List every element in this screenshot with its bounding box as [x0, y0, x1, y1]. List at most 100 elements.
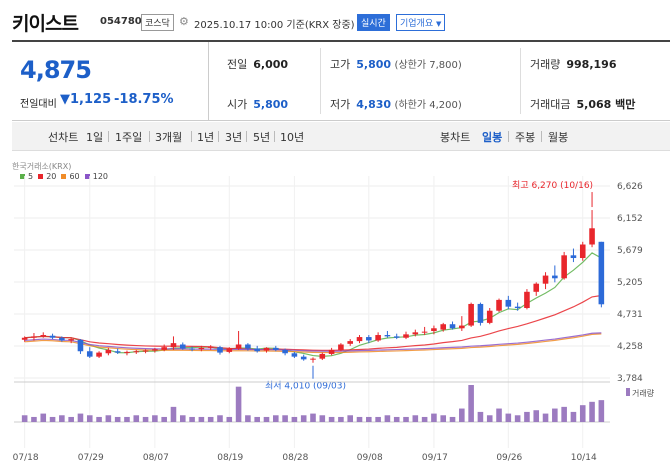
volume-bar — [561, 406, 567, 422]
tab-separator — [246, 131, 247, 142]
candle-body — [533, 283, 540, 292]
stat-prev: 전일 6,000 — [227, 56, 288, 72]
x-tick-label: 07/29 — [78, 453, 104, 463]
tab-weekly[interactable]: 주봉 — [515, 131, 536, 144]
candle-body — [486, 310, 493, 323]
stat-low-value: 4,830 — [356, 98, 392, 111]
tab-1y[interactable]: 1년 — [197, 131, 215, 144]
candle-body — [133, 351, 140, 353]
candle-body — [235, 344, 242, 349]
datetime-label: 2025.10.17 10:00 기준(KRX 장중) — [194, 20, 355, 31]
volume-bar — [505, 413, 512, 422]
candle-body — [366, 337, 372, 341]
candle-body — [347, 341, 353, 344]
candle-body — [161, 347, 167, 350]
volume-legend-swatch — [626, 388, 630, 396]
high-annotation: 최고 6,270 (10/16) — [512, 180, 593, 191]
tab-daily[interactable]: 일봉 — [482, 131, 503, 144]
volume-bar — [263, 416, 270, 422]
volume-bar — [468, 385, 474, 422]
stat-low: 저가 4,830 (하한가 4,200) — [330, 96, 462, 112]
low-annotation: 최저 4,010 (09/03) — [265, 381, 346, 392]
candle-body — [542, 275, 549, 284]
stat-volume-value: 998,196 — [566, 58, 617, 71]
stat-open-value: 5,800 — [253, 98, 289, 111]
candle-body — [217, 347, 223, 353]
x-tick-label: 07/18 — [13, 453, 39, 463]
volume-bar — [114, 416, 121, 422]
candle-body — [552, 275, 558, 279]
volume-bar — [393, 416, 400, 422]
stat-volume: 거래량 998,196 — [530, 56, 616, 72]
candle-body — [245, 344, 251, 349]
tab-3y[interactable]: 3년 — [225, 131, 243, 144]
tab-separator — [108, 131, 109, 142]
change-label: 전일대비 — [20, 99, 57, 110]
volume-bar — [449, 416, 456, 422]
candle-body — [440, 324, 447, 330]
stat-open: 시가 5,800 — [227, 96, 288, 112]
change-percent: -18.75% — [114, 92, 174, 107]
candle-body — [198, 347, 205, 350]
tab-1w[interactable]: 1주일 — [115, 131, 143, 144]
candle-body — [207, 346, 214, 348]
candle-body — [254, 348, 260, 352]
volume-bar — [142, 416, 149, 422]
divider — [320, 48, 321, 114]
down-arrow-icon: ▼ — [60, 92, 70, 107]
volume-bar — [384, 415, 391, 422]
company-info-dropdown[interactable]: 기업개요 ▼ — [396, 14, 446, 31]
candle-body — [477, 303, 484, 323]
y-tick-label: 3,784 — [617, 374, 643, 384]
volume-bar — [198, 416, 205, 422]
stat-high-value: 5,800 — [356, 58, 392, 71]
gear-icon[interactable]: ⚙ — [179, 15, 189, 28]
volume-bar — [552, 408, 558, 422]
tab-separator — [274, 131, 275, 142]
volume-bar — [235, 386, 242, 422]
chart-period-tabs: 선차트 1일 1주일 3개월 1년 3년 5년 10년 봉차트 일봉 주봉 월봉 — [12, 122, 670, 151]
volume-bar — [542, 413, 549, 422]
stat-volume-label: 거래량 — [530, 58, 561, 71]
volume-bar — [533, 410, 540, 422]
company-info-label: 기업개요 — [400, 19, 434, 29]
tab-5y[interactable]: 5년 — [253, 131, 271, 144]
candle-body — [384, 335, 391, 337]
legend-swatch-5 — [20, 174, 25, 179]
price-summary: 4,875 전일대비 ▼1,125 -18.75% 전일 6,000 고가 5,80… — [12, 40, 670, 121]
candlestick-chart[interactable]: 6,626 6,152 5,679 5,205 4,731 4,258 3,784 07/18… — [0, 160, 670, 463]
tab-monthly[interactable]: 월봉 — [548, 131, 569, 144]
ma120-line — [24, 332, 602, 352]
candle-body — [96, 352, 102, 357]
volume-bar — [31, 416, 37, 422]
tab-separator — [218, 131, 219, 142]
volume-bar — [300, 415, 307, 422]
current-price: 4,875 — [20, 56, 92, 84]
volume-bar — [40, 413, 47, 422]
volume-bar — [598, 400, 605, 422]
y-tick-label: 5,679 — [617, 246, 643, 256]
stat-low-label: 저가 — [330, 98, 351, 111]
x-tick-label: 10/14 — [571, 453, 597, 463]
volume-bar — [403, 416, 409, 422]
source-label: 한국거래소(KRX) — [12, 162, 72, 171]
tab-3m[interactable]: 3개월 — [155, 131, 183, 144]
candle-body — [105, 349, 112, 354]
candle-body — [319, 353, 326, 359]
tab-1d[interactable]: 1일 — [86, 131, 104, 144]
divider — [520, 48, 521, 114]
tab-separator — [149, 131, 150, 142]
tab-10y[interactable]: 10년 — [280, 131, 305, 144]
volume-bar — [226, 416, 233, 422]
candle-body — [124, 351, 130, 353]
candle-body — [291, 353, 298, 357]
realtime-button[interactable]: 실시간 — [357, 14, 390, 31]
candle-body — [59, 337, 65, 341]
volume-bar — [347, 415, 353, 422]
chevron-down-icon: ▼ — [436, 20, 442, 28]
candle-body — [282, 349, 288, 354]
volume-bar — [310, 413, 316, 422]
candle-chart-label: 봉차트 — [440, 131, 471, 144]
ma60-line — [24, 333, 602, 354]
x-tick-label: 08/19 — [217, 453, 243, 463]
